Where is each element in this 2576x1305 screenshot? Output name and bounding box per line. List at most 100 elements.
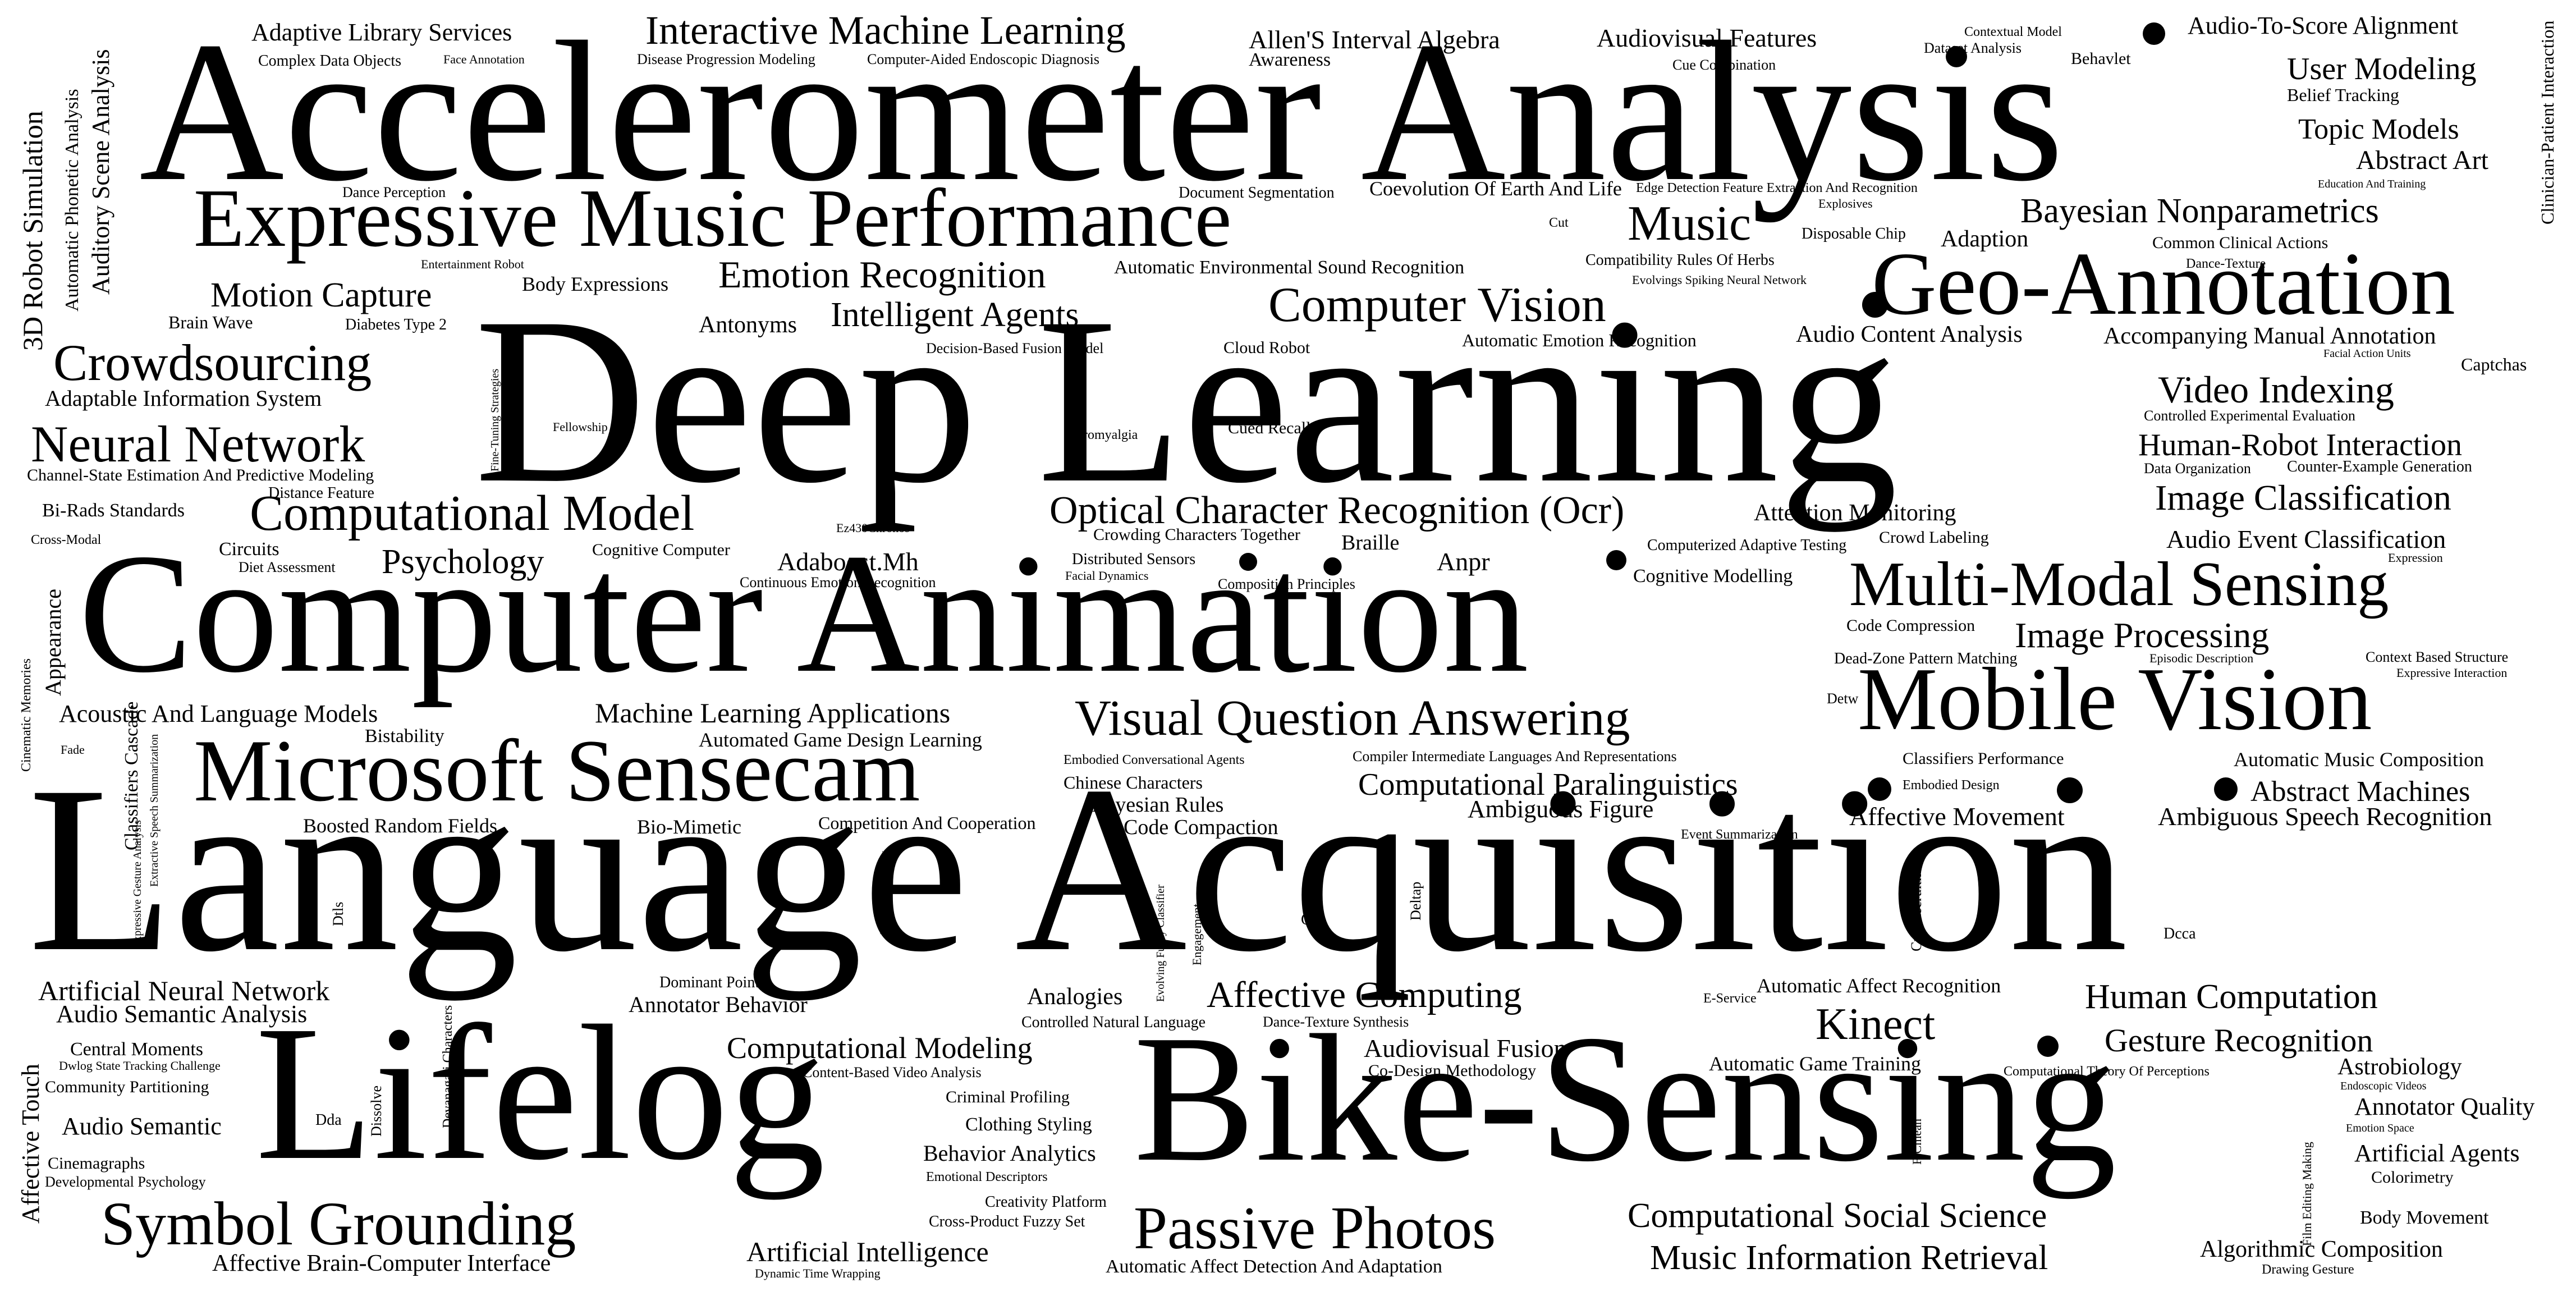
word-explosives: Explosives [1818,196,1873,210]
word-content-based-video-analysis: Content-Based Video Analysis [803,1064,982,1080]
word-audio-to-score-alignment: Audio-To-Score Alignment [2188,12,2459,39]
word-crowd-labeling: Crowd Labeling [1879,528,1989,547]
word-automatic-affect-detection: Automatic Affect Detection And Adaptatio… [1106,1256,1442,1277]
word-intelligent-agents: Intelligent Agents [831,296,1079,334]
word-decision-based-fusion-model: Decision-Based Fusion Model [926,340,1104,356]
word-contextual-model: Contextual Model [1964,25,2062,39]
word-colorimetry: Colorimetry [2371,1168,2454,1187]
word-controlled-natural-language: Controlled Natural Language [1021,1014,1206,1031]
word-algorithmic-composition: Algorithmic Composition [2200,1237,2443,1262]
word-dtls: Dtls [330,901,346,926]
word-complex-data-objects: Complex Data Objects [258,52,402,70]
word-community-partitioning: Community Partitioning [45,1078,209,1096]
word-behavlet: Behavlet [2071,49,2131,68]
word-clinician-patient-interaction: Clinician-Patient Interaction [2537,20,2557,225]
bullet-dot [1606,550,1626,570]
word-music: Music [1628,196,1751,251]
word-emotion-space: Emotion Space [2346,1122,2414,1134]
word-context-based-structure: Context Based Structure [2366,649,2509,665]
word-drawing-gesture: Drawing Gesture [2262,1262,2354,1277]
word-ez430chronos: Ez430Chronos [836,521,910,535]
word-computer-vision: Computer Vision [1268,278,1606,332]
word-multi-modal-sensing: Multi-Modal Sensing [1849,550,2389,619]
word-embodied-conversational-agents: Embodied Conversational Agents [1064,753,1245,767]
word-brain-wave: Brain Wave [168,312,253,332]
word-affective-computing: Affective Computing [1207,974,1522,1015]
word-devanagari-characters: Devanagari Characters [441,1005,455,1128]
word-classifiers-performance: Classifiers Performance [1903,749,2064,768]
word-crowdsourcing: Crowdsourcing [53,334,372,391]
word-automatic-environmental-sound-recognition: Automatic Environmental Sound Recognitio… [1114,257,1465,278]
word-expressive-music-performance: Expressive Music Performance [194,172,1232,264]
word-body-expressions: Body Expressions [522,273,668,295]
word-code-compression: Code Compression [1846,616,1975,635]
word-abstract-machines: Abstract Machines [2250,776,2470,808]
word-cpl: Cpl [1301,911,1324,928]
word-psychology: Psychology [382,543,544,581]
word-emotion-recognition: Emotion Recognition [718,253,1046,296]
word-computerized-adaptive-testing: Computerized Adaptive Testing [1647,537,1847,554]
word-dance-texture: Dance-Texture [2186,257,2266,271]
word-endoscopic-videos: Endoscopic Videos [2340,1080,2427,1092]
word-face-annotation: Face Annotation [443,52,525,66]
word-fellowship: Fellowship [553,420,608,434]
word-automated-game-design-learning: Automated Game Design Learning [699,729,982,751]
word-disease-progression-modeling: Disease Progression Modeling [637,51,815,67]
word-affective-touch: Affective Touch [17,1064,44,1224]
word-dead-zone-pattern-matching: Dead-Zone Pattern Matching [1834,650,2018,667]
word-language-acquisition: Language Acquisition [28,736,2128,1001]
word-diet-assessment: Diet Assessment [239,559,336,575]
word-dance-perception: Dance Perception [342,184,446,200]
word-facial-action-units: Facial Action Units [2323,347,2411,360]
word-automatic-game-training: Automatic Game Training [1709,1052,1921,1075]
word-dcca: Dcca [2164,925,2196,942]
word-analogies: Analogies [1027,984,1123,1010]
word-engagement: Engagement [1190,904,1204,965]
word-creativity-platform: Creativity Platform [985,1193,1107,1211]
word-image-classification: Image Classification [2155,478,2451,518]
word-automatic-emotion-recognition: Automatic Emotion Recognition [1462,330,1697,350]
word-chinese-characters: Chinese Characters [1064,772,1203,793]
word-event-summarization: Event Summarization [1681,827,1798,842]
word-distance-feature: Distance Feature [268,484,374,502]
word-facial-dynamics: Facial Dynamics [1065,569,1149,583]
word-bistability: Bistability [365,726,444,747]
word-expressive-interaction: Expressive Interaction [2396,666,2508,680]
word-crowding-characters-together: Crowding Characters Together [1093,525,1300,544]
word-fade: Fade [61,743,85,757]
word-deltap: Deltap [1408,881,1424,921]
word-human-computation: Human Computation [2085,978,2378,1016]
word-edge-detection-feature-extraction: Edge Detection Feature Extraction And Re… [1636,181,1918,195]
word-composition-principles: Composition Principles [1218,576,1355,592]
word-microsoft-sensecam: Microsoft Sensecam [194,722,920,820]
word-f-cmean: F-Cmean [1910,1119,1924,1165]
word-antonyms: Antonyms [699,312,797,338]
word-attention-monitoring: Attention Monitoring [1754,500,1956,526]
word-astrobiology: Astrobiology [2337,1054,2462,1080]
word-dataset-analysis: Dataset Analysis [1924,40,2022,56]
word-dominant-point: Dominant Point [659,974,760,991]
word-computational-model: Computational Model [250,486,695,541]
word-compatibility-rules-of-herbs: Compatibility Rules Of Herbs [1585,251,1775,269]
word-detw: Detw [1827,690,1859,707]
word-evolvings-spiking-neural-network: Evolvings Spiking Neural Network [1632,273,1807,287]
word-3d-robot-simulation: 3D Robot Simulation [17,111,48,351]
bullet-dot [1862,292,1888,318]
word-ambiguous-speech-recognition: Ambiguous Speech Recognition [2158,802,2492,831]
bullet-dot [2057,777,2083,803]
word-cue-recruitment: Cue Recruitment [1908,852,1924,951]
word-neural-network: Neural Network [31,415,365,473]
word-document-segmentation: Document Segmentation [1179,184,1335,202]
word-topic-models: Topic Models [2298,113,2459,145]
word-bayesian-rules: Bayesian Rules [1092,793,1224,817]
word-awareness: Awareness [1249,49,1331,70]
word-co-design-methodology: Co-Design Methodology [1368,1061,1537,1080]
word-central-moments: Central Moments [70,1039,204,1060]
word-entertainment-robot: Entertainment Robot [421,257,524,271]
word-image-processing: Image Processing [2015,615,2270,655]
word-automatic-affect-recognition: Automatic Affect Recognition [1757,974,2001,997]
word-interactive-machine-learning: Interactive Machine Learning [645,8,1126,53]
word-feature-labeling: Feature Labeling [877,850,891,935]
word-allens-interval-algebra: Allen'S Interval Algebra [1249,25,1500,54]
word-computational-modeling: Computational Modeling [727,1031,1033,1065]
